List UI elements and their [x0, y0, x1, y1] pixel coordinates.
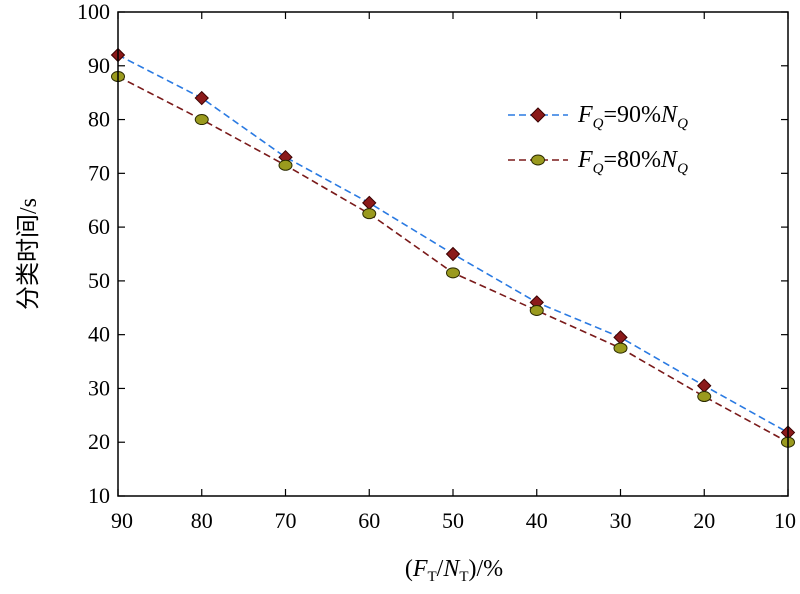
y-tick-label: 40	[88, 322, 110, 347]
y-tick-label: 10	[88, 483, 110, 508]
data-point	[446, 267, 460, 279]
x-tick-label: 20	[693, 508, 715, 533]
y-tick-label: 100	[77, 0, 110, 24]
data-point	[529, 304, 544, 316]
legend: FQ=90%NQ FQ=80%NQ	[508, 102, 688, 177]
y-tick-label: 60	[88, 214, 110, 239]
x-tick-label: 80	[191, 508, 213, 533]
x-tick-label: 60	[358, 508, 380, 533]
data-point	[194, 114, 209, 126]
series-layer	[110, 47, 796, 448]
legend-entry-80: FQ=80%NQ	[508, 147, 688, 177]
y-tick-label: 80	[88, 107, 110, 132]
data-point	[362, 195, 377, 211]
x-tick-label: 30	[610, 508, 632, 533]
y-tick-label: 50	[88, 268, 110, 293]
series-0	[110, 47, 796, 440]
data-point	[362, 208, 377, 220]
data-point	[194, 90, 209, 106]
legend-label-90: FQ=90%NQ	[577, 102, 688, 132]
legend-marker-80	[531, 154, 545, 166]
y-tick-label: 20	[88, 429, 110, 454]
y-tick-label: 30	[88, 375, 110, 400]
x-tick-label: 40	[526, 508, 548, 533]
data-point	[697, 378, 712, 393]
legend-entry-90: FQ=90%NQ	[508, 102, 688, 132]
x-tick-label: 70	[275, 508, 297, 533]
x-axis-title: (FT/NT)/%	[405, 556, 503, 585]
plot-frame	[117, 11, 789, 497]
data-point	[613, 342, 628, 354]
data-point	[278, 159, 293, 171]
x-tick-label: 10	[774, 508, 796, 533]
x-tick-label: 50	[442, 508, 464, 533]
legend-label-80: FQ=80%NQ	[577, 147, 688, 177]
legend-marker-90	[530, 107, 546, 123]
x-tick-label: 90	[111, 508, 133, 533]
series-line-0	[117, 54, 789, 434]
y-tick-label: 90	[88, 53, 110, 78]
data-point	[445, 246, 461, 262]
y-tick-label: 70	[88, 160, 110, 185]
y-axis-title: 分类时间/s	[15, 198, 42, 310]
data-point	[697, 391, 712, 403]
ticks-layer: 10 20 30 40 50 60 70 80 90 100 90 80 70 60 50 40 30 20 10	[77, 0, 796, 533]
data-point	[613, 330, 628, 345]
